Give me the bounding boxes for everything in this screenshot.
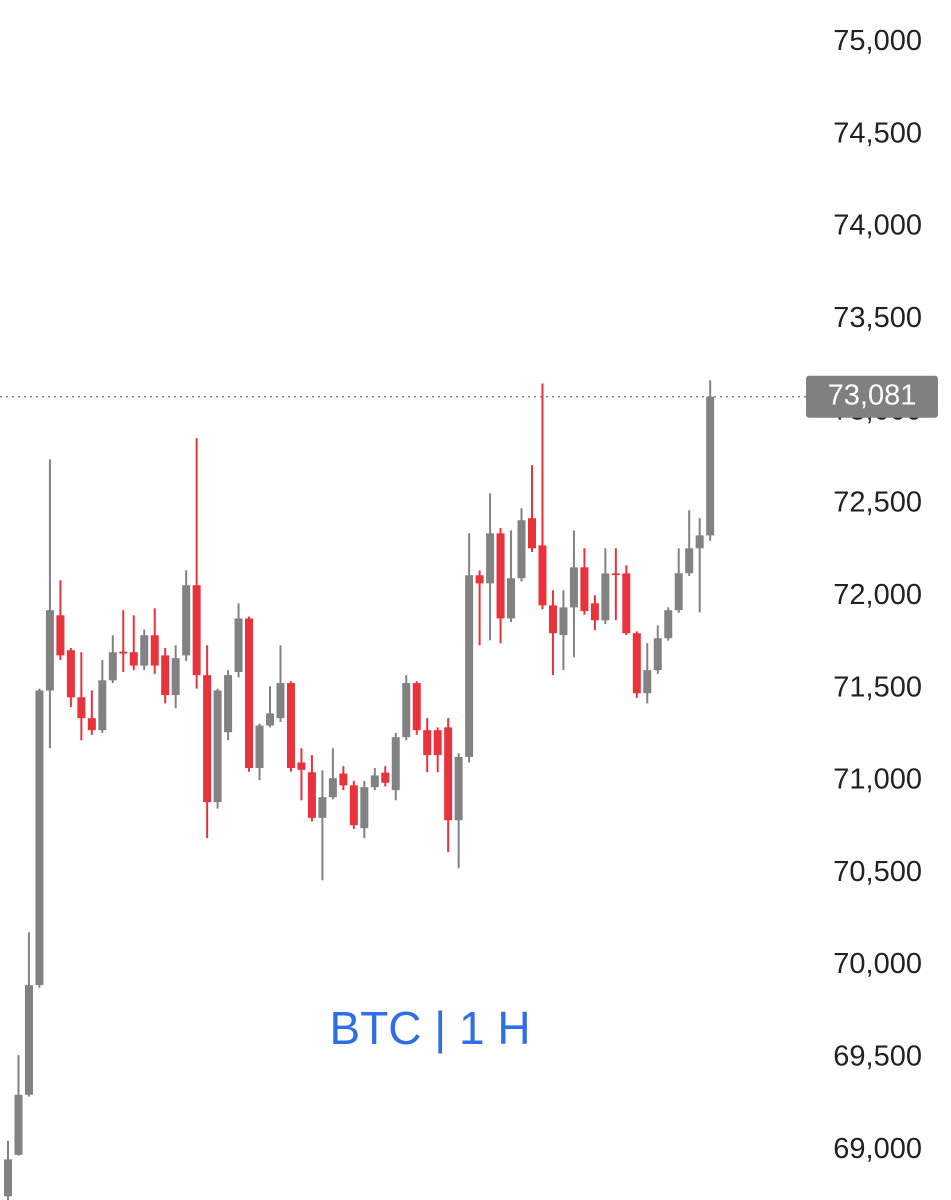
candle-body bbox=[433, 730, 442, 756]
y-tick-label: 70,500 bbox=[833, 856, 922, 888]
candle-body bbox=[381, 772, 390, 783]
candle-body bbox=[465, 575, 474, 757]
candle-body bbox=[234, 618, 243, 672]
candle-body bbox=[611, 573, 620, 576]
candle-body bbox=[370, 775, 379, 788]
candle-body bbox=[266, 713, 274, 726]
candle-body bbox=[45, 610, 54, 691]
candle-body bbox=[360, 787, 369, 829]
candle-body bbox=[454, 756, 463, 821]
candle-body bbox=[182, 585, 191, 656]
y-tick-label: 72,000 bbox=[833, 579, 922, 611]
candle-body bbox=[538, 545, 547, 606]
current-price-box bbox=[806, 375, 938, 418]
candle-body bbox=[14, 1094, 23, 1155]
candle-body bbox=[685, 548, 694, 574]
candle-body bbox=[695, 535, 704, 549]
candle-body bbox=[119, 651, 128, 654]
candle-body bbox=[402, 683, 411, 738]
candle-body bbox=[140, 635, 149, 666]
candle-body bbox=[307, 772, 316, 818]
y-tick-label: 71,000 bbox=[833, 764, 922, 796]
y-tick-label: 73,500 bbox=[833, 302, 922, 334]
y-tick-label: 74,000 bbox=[833, 210, 922, 242]
y-tick-label: 71,500 bbox=[833, 671, 922, 703]
candle-body bbox=[276, 683, 285, 719]
candle-body bbox=[203, 675, 212, 803]
candle-body bbox=[77, 697, 86, 719]
candle-body bbox=[674, 573, 683, 611]
candle-body bbox=[475, 575, 484, 584]
candle-body bbox=[548, 605, 557, 634]
candle-body bbox=[224, 675, 233, 733]
candle-body bbox=[528, 518, 536, 549]
candle-body bbox=[569, 567, 578, 608]
candle-body bbox=[98, 680, 107, 731]
candle-body bbox=[108, 652, 117, 681]
candle-body bbox=[580, 567, 589, 612]
candle-body bbox=[664, 610, 673, 639]
y-tick-label: 72,500 bbox=[833, 487, 922, 519]
candle-body bbox=[35, 690, 44, 986]
candle-body bbox=[192, 585, 201, 676]
candle-body bbox=[653, 638, 662, 671]
candle-body bbox=[559, 607, 568, 636]
candle-body bbox=[643, 670, 652, 694]
candle-body bbox=[129, 652, 138, 666]
candle-body bbox=[339, 773, 348, 786]
candle-body bbox=[590, 603, 599, 621]
candle-body bbox=[706, 396, 715, 536]
candle-body bbox=[507, 578, 516, 619]
y-tick-label: 69,500 bbox=[833, 1041, 922, 1073]
candle-body bbox=[486, 533, 495, 584]
candle-body bbox=[632, 633, 641, 694]
candle-body bbox=[601, 573, 610, 621]
y-tick-label: 75,000 bbox=[833, 25, 922, 57]
candle-body bbox=[328, 778, 337, 798]
candle-body bbox=[255, 725, 264, 768]
candle-body bbox=[66, 650, 75, 698]
candle-body bbox=[391, 737, 400, 791]
candle-body bbox=[24, 985, 33, 1095]
candle-body bbox=[4, 1159, 12, 1197]
candle-body bbox=[213, 690, 222, 803]
current-price-label: 73,081 bbox=[828, 379, 917, 411]
candle-body bbox=[161, 655, 170, 696]
y-tick-label: 70,000 bbox=[833, 948, 922, 980]
candle-body bbox=[517, 520, 526, 579]
candle-body bbox=[423, 730, 432, 756]
candle-body bbox=[496, 533, 505, 619]
candle-body bbox=[444, 727, 453, 821]
candle-body bbox=[412, 683, 421, 731]
candle-body bbox=[56, 615, 65, 656]
y-tick-label: 69,000 bbox=[833, 1133, 922, 1165]
candle-body bbox=[318, 797, 327, 818]
candle-body bbox=[171, 658, 180, 696]
candle-body bbox=[286, 683, 295, 768]
y-tick-label: 74,500 bbox=[833, 117, 922, 149]
candle-body bbox=[245, 618, 254, 768]
candle-body bbox=[297, 762, 306, 770]
candle-body bbox=[622, 573, 631, 634]
candle-body bbox=[349, 785, 358, 826]
candle-body bbox=[87, 718, 96, 731]
candle-body bbox=[150, 635, 159, 666]
chart-title: BTC | 1 H bbox=[329, 1002, 530, 1054]
